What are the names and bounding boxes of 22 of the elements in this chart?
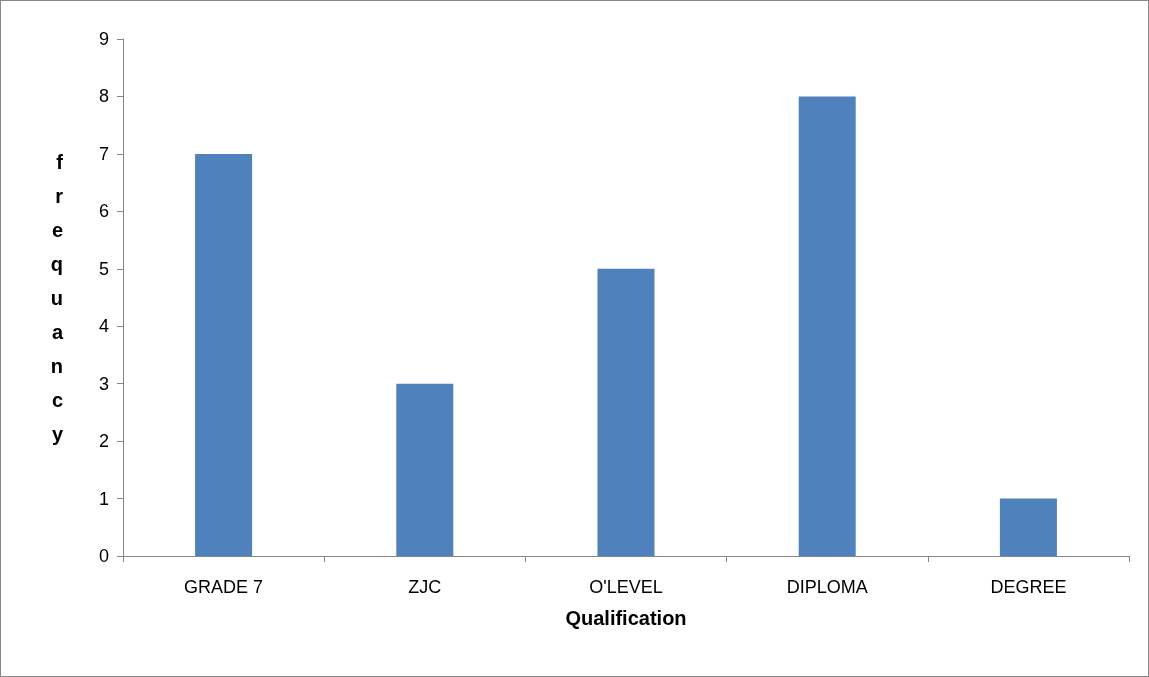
bar xyxy=(999,498,1057,556)
y-tick-label: 6 xyxy=(98,201,109,222)
x-tick-label: DEGREE xyxy=(990,577,1067,597)
bar xyxy=(195,153,253,556)
x-axis-title: Qualification xyxy=(565,607,687,629)
y-tick-label: 2 xyxy=(98,431,109,452)
y-tick-label: 1 xyxy=(98,488,109,509)
y-tick-label: 9 xyxy=(98,29,109,49)
y-tick-label: 7 xyxy=(98,143,109,164)
x-tick-label: DIPLOMA xyxy=(786,577,868,597)
bar xyxy=(396,383,454,556)
x-tick-label: GRADE 7 xyxy=(184,577,264,597)
bar xyxy=(597,268,655,556)
y-tick-label: 5 xyxy=(98,258,109,279)
y-tick-label: 0 xyxy=(98,546,109,566)
x-tick-label: ZJC xyxy=(408,577,442,597)
text: frequancy xyxy=(50,150,63,445)
y-tick-label: 4 xyxy=(98,316,109,337)
y-tick-label: 8 xyxy=(98,86,109,107)
bar xyxy=(798,96,856,556)
y-tick-label: 3 xyxy=(98,373,109,394)
x-tick-label: O'LEVEL xyxy=(589,577,663,597)
